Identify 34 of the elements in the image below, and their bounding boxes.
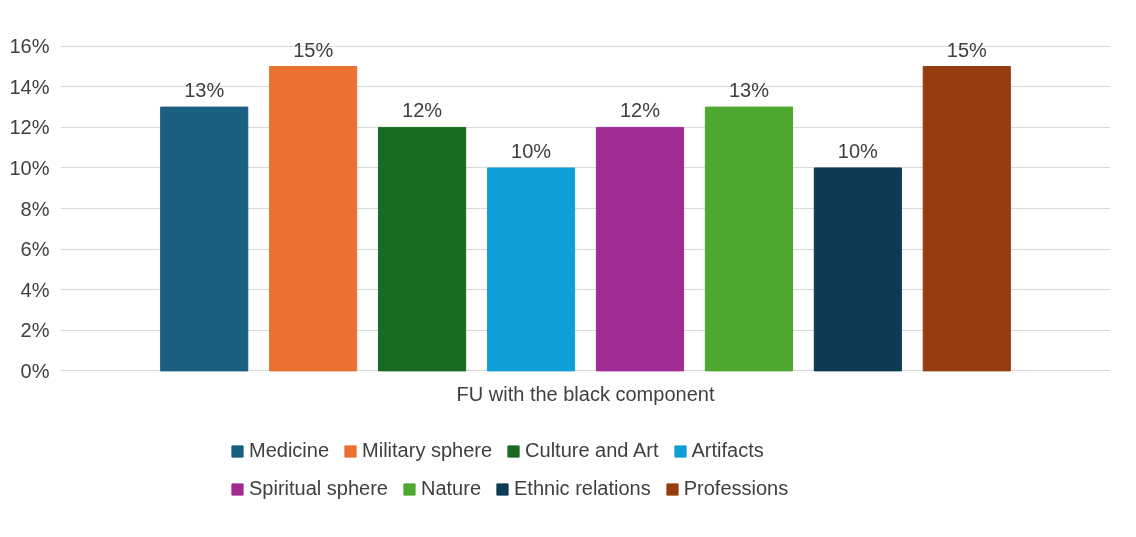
- data-label: 15%: [293, 38, 334, 61]
- legend-label: Nature: [420, 477, 481, 500]
- y-tick-label: 6%: [20, 238, 50, 261]
- bar: [269, 66, 358, 372]
- legend-label: Ethnic relations: [514, 477, 651, 500]
- legend-label: Spiritual sphere: [249, 477, 388, 500]
- y-tick-label: 4%: [20, 278, 50, 301]
- data-label: 12%: [402, 99, 443, 122]
- y-tick-label: 16%: [9, 35, 50, 58]
- legend-label: Medicine: [249, 439, 330, 462]
- data-label: 13%: [184, 79, 225, 102]
- bar: [922, 66, 1011, 372]
- data-label: 12%: [619, 99, 661, 122]
- y-tick-label: 0%: [20, 359, 50, 382]
- legend-label: Culture and Art: [525, 439, 659, 462]
- data-label: 13%: [728, 79, 770, 102]
- bar: [160, 106, 249, 372]
- x-tick-label: FU with the black component: [456, 382, 715, 405]
- data-label: 10%: [511, 139, 552, 162]
- y-tick-label: 8%: [20, 197, 50, 220]
- bar: [813, 167, 902, 372]
- legend-label: Artifacts: [691, 439, 764, 462]
- data-label: 10%: [837, 139, 879, 162]
- legend-label: Professions: [683, 477, 789, 500]
- y-tick-label: 10%: [9, 156, 50, 179]
- y-tick-label: 14%: [9, 75, 50, 98]
- bar: [704, 106, 793, 372]
- bar: [378, 126, 467, 372]
- bar: [486, 167, 576, 372]
- data-label: 15%: [946, 38, 988, 61]
- legend-label: Military sphere: [362, 439, 493, 462]
- y-tick-label: 12%: [9, 116, 50, 139]
- bar: [595, 126, 685, 372]
- y-tick-label: 2%: [20, 319, 50, 342]
